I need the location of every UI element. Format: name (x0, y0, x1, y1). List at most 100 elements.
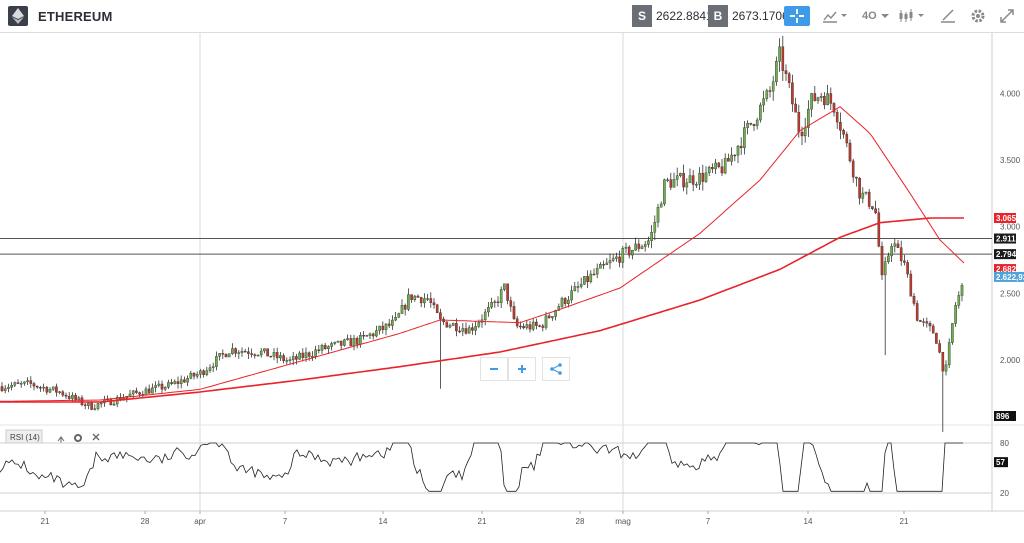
candle-bull (311, 355, 314, 358)
candle-bear (835, 112, 839, 123)
candle-bull (112, 403, 116, 406)
zoom-out-button[interactable] (480, 357, 508, 381)
candle-bear (29, 380, 33, 384)
candle-bull (359, 335, 362, 345)
candle-bear (439, 312, 442, 320)
candle-bear (362, 335, 365, 337)
buy-price-button[interactable]: B 2673.1706 (708, 5, 789, 27)
last-price-badge-bg (994, 271, 1024, 282)
candle-bull (173, 381, 177, 384)
candle-bull (570, 290, 573, 301)
candle-bear (749, 122, 753, 125)
chart-type-button[interactable] (822, 6, 848, 26)
candle-bull (330, 343, 333, 347)
candle-bull (474, 326, 477, 331)
candle-bear (247, 351, 250, 354)
candle-bull (704, 172, 708, 182)
candle-bull (378, 325, 381, 331)
candle-bull (746, 122, 749, 128)
rsi-gear-icon (74, 434, 82, 442)
candle-bear (234, 348, 237, 354)
volume-badge-bg (994, 411, 1016, 421)
candle-bull (487, 306, 490, 313)
candle-bull (263, 348, 266, 352)
candle-bear (522, 326, 525, 329)
candle-bull (807, 108, 810, 128)
candle-bull (208, 367, 212, 371)
candle-bull (544, 315, 548, 328)
candle-bull (163, 387, 167, 390)
plot-background (0, 33, 992, 511)
price-tick-label: 2.000 (1000, 356, 1021, 365)
chart-area[interactable]: 4.000 3.500 3.000 2.500 2.000 3.065 2.911 2.79… (0, 33, 1024, 538)
crosshair-button[interactable] (784, 6, 810, 26)
candle-bull (461, 328, 465, 332)
candle-bull (259, 350, 263, 356)
draw-button[interactable] (940, 6, 956, 26)
sell-price-button[interactable]: S 2622.8841 (632, 5, 713, 27)
settings-button[interactable] (970, 6, 986, 26)
interval-dropdown[interactable]: 4O (862, 6, 890, 26)
price-chart[interactable]: 4.000 3.500 3.000 2.500 2.000 3.065 2.911 2.79… (0, 33, 1024, 538)
candle-bull (816, 97, 820, 101)
candle-bull (560, 298, 564, 307)
candle-bull (314, 349, 317, 357)
candle-bear (435, 304, 439, 313)
price-tick-label: 4.000 (1000, 89, 1021, 98)
expand-button[interactable] (1000, 6, 1014, 26)
date-tick-label: 14 (804, 517, 813, 526)
candle-bull (407, 294, 410, 310)
candle-bull (26, 380, 29, 383)
candle-bear (938, 343, 941, 353)
candle-bear (912, 295, 916, 304)
price-tick-label: 3.500 (1000, 156, 1021, 165)
candle-bear (32, 383, 36, 387)
candles-button[interactable] (898, 6, 926, 26)
candle-bear (794, 103, 797, 113)
candle-bull (688, 175, 692, 184)
candle-bull (755, 119, 759, 126)
candle-bull (883, 261, 887, 276)
candle-bear (528, 324, 532, 330)
candle-bull (493, 301, 497, 304)
candle-bull (803, 127, 807, 137)
candle-bear (253, 354, 257, 356)
share-button[interactable] (542, 357, 570, 381)
candle-bull (621, 248, 625, 263)
candle-bear (64, 394, 68, 397)
price-tick-label: 2.500 (1000, 289, 1021, 298)
candle-bear (183, 379, 186, 383)
candle-bear (55, 386, 58, 393)
sell-tag: S (632, 5, 652, 27)
candle-bear (535, 321, 538, 326)
candle-bull (240, 350, 244, 353)
candle-bull (320, 345, 324, 351)
candle-bear (682, 173, 685, 188)
chevron-down-icon (880, 14, 889, 18)
candle-bull (288, 359, 292, 361)
close-icon (92, 433, 100, 441)
ma-long-badge-bg (994, 213, 1016, 223)
candle-bull (778, 46, 781, 62)
candle-bear (800, 131, 804, 137)
candle-bear (160, 383, 164, 390)
candle-bull (887, 255, 890, 262)
candle-bear (109, 398, 113, 406)
candle-bull (810, 93, 813, 110)
candle-bear (307, 352, 311, 357)
candle-bull (42, 386, 45, 389)
candle-bear (717, 162, 721, 167)
rsi-line (0, 442, 963, 492)
buy-tag: B (708, 5, 728, 27)
candle-bull (23, 381, 26, 384)
zoom-in-button[interactable] (508, 357, 536, 381)
candle-bear (339, 340, 343, 346)
candle-bull (375, 330, 378, 337)
candle-bull (650, 231, 653, 241)
candle-bull (211, 366, 215, 368)
candle-bull (615, 256, 618, 259)
candle-bear (509, 300, 513, 307)
candle-bear (506, 283, 509, 301)
candle-bull (576, 286, 580, 288)
date-tick-label: 21 (41, 517, 50, 526)
